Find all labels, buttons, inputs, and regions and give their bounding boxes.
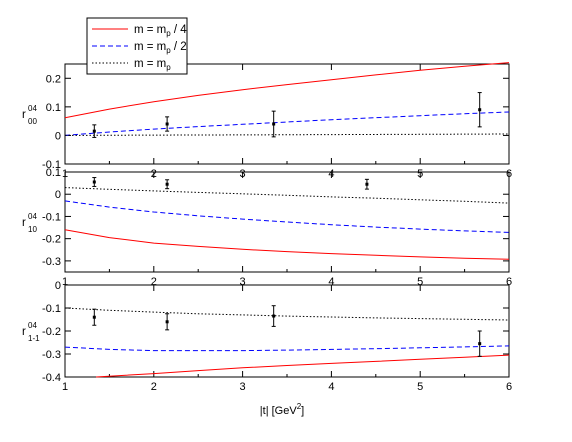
y-tick-label: 0 (55, 189, 61, 201)
plot-frame (64, 284, 510, 378)
legend-item: m = mp (92, 58, 171, 72)
x-tick-label: 6 (506, 381, 512, 393)
y-axis-label-sub: 00 (28, 117, 37, 126)
y-axis-label-sup: 04 (28, 104, 37, 113)
series-line-dashed (64, 200, 510, 233)
y-tick-label: 0.2 (46, 73, 61, 85)
series-line-dashed (64, 111, 510, 136)
y-tick-label: -0.3 (42, 349, 61, 361)
y-tick-label: 0 (55, 280, 61, 292)
y-tick-label: -0.1 (42, 211, 61, 223)
y-tick-label: -0.2 (42, 234, 61, 246)
series-line-dotted (64, 187, 510, 204)
y-axis-label: r (22, 326, 26, 338)
x-tick-label: 4 (328, 276, 334, 288)
legend-label: m = mp / 2 (134, 41, 187, 55)
series-line-dotted (64, 307, 510, 321)
legend-item: m = mp / 2 (92, 41, 187, 55)
plot-frame (64, 171, 510, 273)
legend-label: m = mp / 4 (134, 24, 187, 38)
y-tick-label: -0.3 (42, 256, 61, 268)
y-axis-label-sub: 10 (28, 225, 37, 234)
legend: m = mp / 4 m = mp / 2 m = mp (86, 17, 188, 75)
data-point (92, 124, 97, 138)
x-tick-label: 2 (151, 381, 157, 393)
x-tick-label: 4 (328, 381, 334, 393)
data-point (364, 178, 369, 190)
data-point (165, 116, 170, 132)
y-axis-label: r (22, 109, 26, 121)
series-line-solid (64, 62, 510, 119)
y-tick-label: -0.4 (42, 372, 61, 384)
y-tick-label: -0.1 (42, 159, 61, 171)
data-point (271, 305, 276, 327)
y-axis-label-sup: 04 (28, 321, 37, 330)
y-axis-label-sup: 04 (28, 212, 37, 221)
x-tick-label: 6 (506, 276, 512, 288)
x-axis-label: |t| [GeV2] (260, 402, 304, 417)
data-point (477, 330, 482, 357)
x-tick-label: 2 (151, 276, 157, 288)
y-tick-label: 0.1 (46, 167, 61, 179)
data-point (165, 179, 170, 190)
data-point (477, 92, 482, 128)
series-line-solid (96, 354, 510, 378)
y-axis-label: r (22, 217, 26, 229)
series-line-solid (64, 229, 510, 260)
y-tick-label: -0.2 (42, 326, 61, 338)
plot-frame (64, 63, 510, 165)
legend-label: m = mp (134, 58, 171, 72)
data-point (165, 313, 170, 331)
x-tick-label: 5 (417, 381, 423, 393)
y-axis-label-sub: 1-1 (28, 334, 40, 343)
x-tick-label: 1 (62, 381, 68, 393)
data-point (271, 110, 276, 138)
legend-item: m = mp / 4 (92, 24, 187, 38)
x-tick-label: 3 (240, 276, 246, 288)
x-tick-label: 3 (240, 381, 246, 393)
x-tick-label: 1 (62, 276, 68, 288)
data-point (92, 177, 97, 187)
y-tick-label: 0 (55, 130, 61, 142)
series-line-dotted (64, 133, 510, 136)
y-tick-label: 0.1 (46, 102, 61, 114)
data-point (92, 308, 97, 326)
y-tick-label: -0.1 (42, 303, 61, 315)
chart-panels: 123456-0.100.10.2r0400123456-0.3-0.2-0.1… (22, 62, 512, 393)
panel-r1m1: 1 2 3 4 5 6 -0.4 -0.3 -0.2 -0.1 0 r04 1-1 (22, 280, 512, 393)
x-tick-label: 5 (417, 276, 423, 288)
panel-r10: 1 2 3 4 5 6 -0.3 -0.2 -0.1 0 0.1 r04 10 (22, 167, 512, 288)
series-line-dashed (64, 345, 510, 352)
